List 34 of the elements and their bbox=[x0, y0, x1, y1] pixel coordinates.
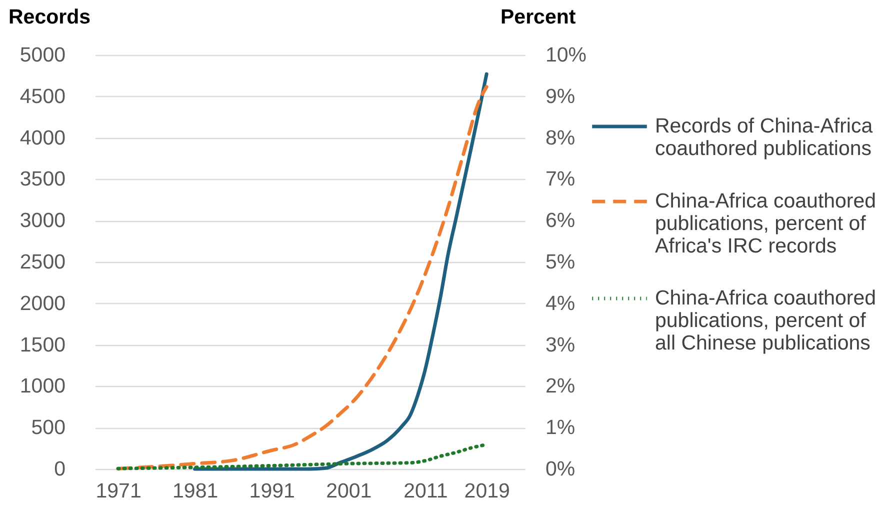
y2-tick-label: 3% bbox=[546, 333, 576, 356]
y-tick-label: 1500 bbox=[20, 333, 66, 356]
legend-label: China-Africa coauthored publications, percent of Africa's IRC records bbox=[655, 190, 876, 258]
y2-tick-label: 10% bbox=[546, 44, 587, 66]
y2-tick-label: 1% bbox=[546, 416, 576, 440]
legend-label: Records of China-Africa coauthored publications bbox=[655, 114, 874, 160]
y2-tick-label: 9% bbox=[546, 84, 576, 108]
y-axis-title: Records bbox=[8, 6, 91, 28]
y-tick-label: 500 bbox=[31, 416, 66, 440]
x-tick-label: 1971 bbox=[96, 480, 142, 502]
y-tick-label: 3500 bbox=[20, 168, 66, 191]
y-tick-label: 2500 bbox=[20, 250, 66, 274]
y2-tick-label: 2% bbox=[546, 374, 576, 398]
y-tick-label: 3000 bbox=[20, 209, 66, 232]
x-tick-label: 2001 bbox=[326, 480, 372, 502]
x-tick-label: 2011 bbox=[404, 480, 448, 502]
y-tick-label: 4500 bbox=[20, 84, 66, 108]
y2-tick-label: 6% bbox=[546, 209, 576, 232]
y2-tick-label: 5% bbox=[546, 250, 576, 274]
y-tick-label: 0 bbox=[54, 458, 66, 480]
y-tick-label: 2000 bbox=[20, 292, 66, 315]
line-series bbox=[193, 72, 488, 471]
x-tick-label: 1991 bbox=[249, 480, 295, 502]
y-tick-label: 4000 bbox=[20, 126, 66, 150]
y2-tick-label: 7% bbox=[546, 168, 576, 191]
y2-tick-label: 8% bbox=[546, 126, 576, 150]
y2-axis-title: Percent bbox=[500, 6, 576, 28]
x-tick-label: 2019 bbox=[464, 480, 510, 502]
legend-label: China-Africa coauthored publications, percent of all Chinese publications bbox=[655, 286, 876, 354]
y2-tick-label: 4% bbox=[546, 292, 576, 315]
x-tick-label: 1981 bbox=[172, 480, 218, 502]
y-tick-label: 1000 bbox=[20, 374, 66, 398]
y2-tick-label: 0% bbox=[546, 458, 576, 480]
y-tick-label: 5000 bbox=[20, 44, 66, 66]
